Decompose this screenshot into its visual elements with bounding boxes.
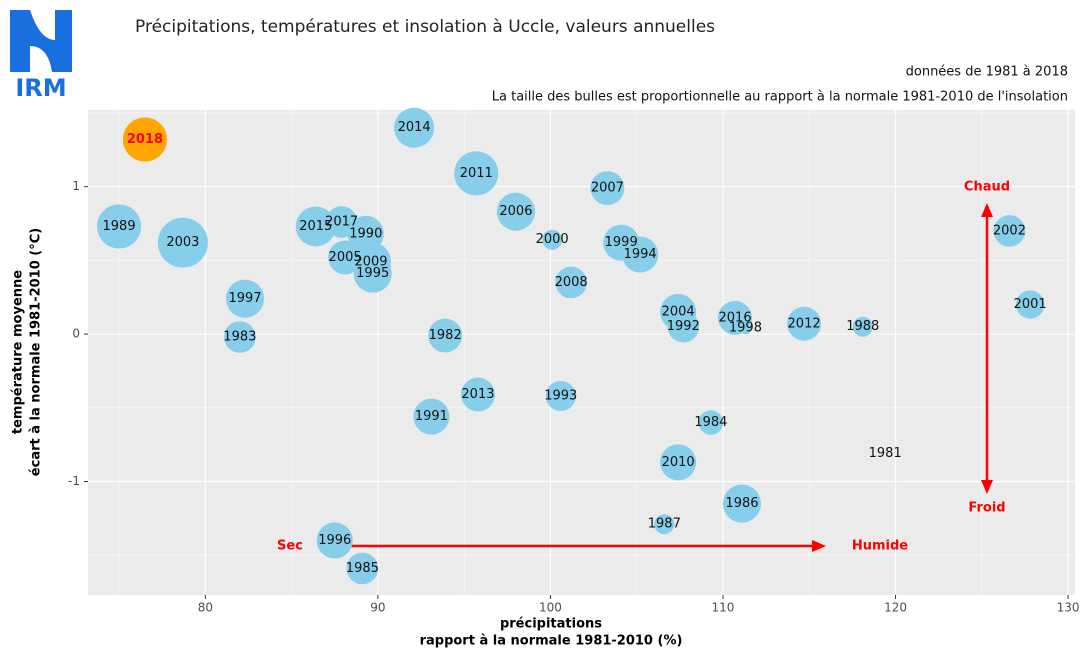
logo-shape xyxy=(10,10,72,72)
bubble-label: 1990 xyxy=(349,226,382,241)
bubble xyxy=(157,217,208,268)
bubble-label: 1988 xyxy=(846,319,879,334)
annotation: Humide xyxy=(852,539,908,554)
bubble xyxy=(224,321,256,353)
arrow-head xyxy=(812,540,826,552)
arrow-head xyxy=(981,203,993,217)
bubble xyxy=(545,380,576,411)
bubble-label: 2013 xyxy=(461,387,494,402)
panel xyxy=(88,110,1075,595)
bubble xyxy=(454,151,499,196)
y-tick-label: -1 xyxy=(68,474,80,488)
bubble-label: 1981 xyxy=(869,446,902,461)
bubble-label: 2012 xyxy=(788,316,821,331)
bubble-label: 1982 xyxy=(429,328,462,343)
chart-title: Précipitations, températures et insolati… xyxy=(135,17,715,37)
bubble xyxy=(590,171,625,206)
bubble xyxy=(461,377,495,412)
bubble-label: 2016 xyxy=(719,310,752,325)
bubble-label: 2006 xyxy=(499,204,532,219)
bubble xyxy=(993,215,1026,247)
bubble-label: 2018 xyxy=(127,132,163,147)
bubble-label: 1987 xyxy=(648,517,681,532)
bubble xyxy=(1015,290,1045,319)
x-tick-label: 90 xyxy=(370,601,385,615)
bubble-label: 2017 xyxy=(325,215,358,230)
y-axis-label: température moyenne xyxy=(11,270,26,434)
bubble-label: 1995 xyxy=(356,266,389,281)
bubble-label: 2009 xyxy=(354,254,387,269)
bubble-label: 1992 xyxy=(667,319,700,334)
bubble xyxy=(96,204,142,249)
x-tick-label: 110 xyxy=(712,601,735,615)
bubble xyxy=(225,279,265,318)
bubble-label: 2000 xyxy=(536,232,569,247)
bubble xyxy=(496,192,535,231)
bubble-label: 2015 xyxy=(299,219,332,234)
bubble xyxy=(413,398,450,435)
x-tick-label: 80 xyxy=(198,601,213,615)
bubble-label: 2005 xyxy=(329,250,362,265)
bubble-label: 2014 xyxy=(398,120,431,135)
bubble xyxy=(739,322,752,335)
bubble-label: 1999 xyxy=(605,235,638,250)
bubble xyxy=(346,552,379,585)
bubble-label: 1993 xyxy=(544,388,577,403)
bubble-label: 1994 xyxy=(624,247,657,262)
bubble xyxy=(122,117,168,162)
bubble xyxy=(698,410,724,435)
annotation: Chaud xyxy=(964,180,1010,195)
bubble-label: 1998 xyxy=(729,321,762,336)
bubble-label: 2004 xyxy=(662,304,695,319)
bubble-label: 1991 xyxy=(415,409,448,424)
bubble-label: 2007 xyxy=(591,181,624,196)
x-axis-label: rapport à la normale 1981-2010 (%) xyxy=(420,634,683,649)
bubble xyxy=(316,522,353,559)
bubble-label: 1996 xyxy=(318,533,351,548)
bubble xyxy=(852,316,873,337)
logo: IRM xyxy=(10,10,72,102)
y-tick-label: 0 xyxy=(72,327,80,341)
bubble xyxy=(542,229,563,250)
bubble-label: 2011 xyxy=(460,166,493,181)
bubble-label: 1997 xyxy=(228,291,261,306)
y-tick-label: 1 xyxy=(72,179,80,193)
bubble xyxy=(660,444,697,481)
x-tick-label: 100 xyxy=(539,601,562,615)
bubble-label: 2003 xyxy=(166,235,199,250)
arrow-head xyxy=(981,480,993,494)
bubble xyxy=(622,236,659,273)
caption: La taille des bulles est proportionnelle… xyxy=(492,90,1068,105)
logo-text: IRM xyxy=(15,74,66,102)
bubble xyxy=(722,484,762,523)
bubble xyxy=(295,206,336,247)
bubble xyxy=(787,306,822,341)
x-tick-label: 130 xyxy=(1057,601,1080,615)
bubble xyxy=(667,310,700,343)
bubble xyxy=(394,107,435,148)
x-axis-label: précipitations xyxy=(500,617,602,632)
bubble-label: 1985 xyxy=(346,561,379,576)
annotation: Froid xyxy=(968,501,1005,516)
bubble-label: 1986 xyxy=(725,496,758,511)
bubble-label: 1989 xyxy=(103,219,136,234)
x-tick-label: 120 xyxy=(884,601,907,615)
subtitle: données de 1981 à 2018 xyxy=(906,65,1068,80)
bubble-label: 1984 xyxy=(694,415,727,430)
bubble-label: 2010 xyxy=(662,455,695,470)
bubble xyxy=(654,514,675,535)
annotation: Sec xyxy=(277,539,303,554)
bubble-label: 1983 xyxy=(223,330,256,345)
bubble-label: 2008 xyxy=(555,275,588,290)
bubble-label: 2001 xyxy=(1014,297,1047,312)
y-axis-label: écart à la normale 1981-2010 (°C) xyxy=(29,228,44,476)
bubble xyxy=(555,266,587,299)
bubble-label: 2002 xyxy=(993,223,1026,238)
bubble xyxy=(353,254,392,293)
bubble xyxy=(428,318,463,353)
